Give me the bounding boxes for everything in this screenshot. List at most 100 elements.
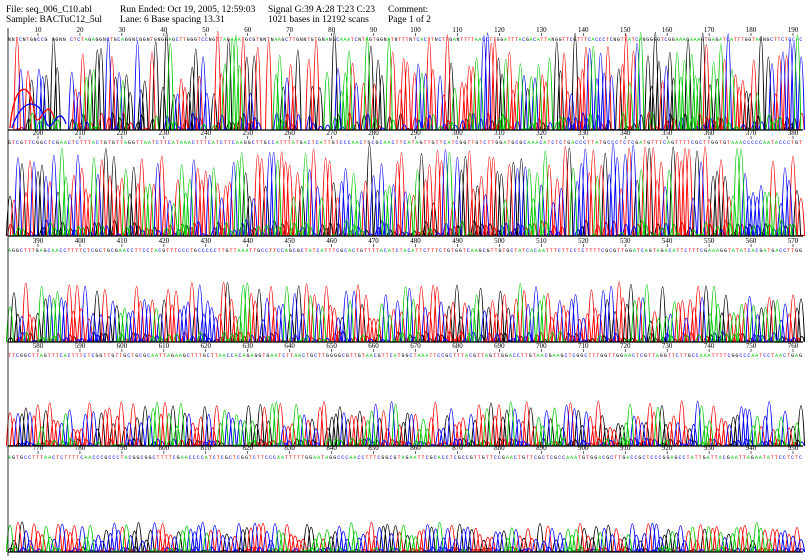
trace-t bbox=[9, 88, 55, 129]
base-call: T bbox=[217, 455, 220, 461]
base-call: T bbox=[120, 140, 123, 146]
base-call: C bbox=[96, 140, 99, 146]
base-call: G bbox=[393, 455, 396, 461]
tick-label: 820 bbox=[242, 444, 253, 452]
base-call: C bbox=[178, 248, 181, 254]
tick-label: 550 bbox=[704, 237, 715, 245]
tick-label: 810 bbox=[201, 444, 212, 452]
base-call: C bbox=[779, 140, 782, 146]
base-call: T bbox=[314, 37, 317, 43]
base-call: A bbox=[624, 353, 627, 359]
tick-label: 280 bbox=[368, 129, 379, 137]
base-call: C bbox=[239, 353, 242, 359]
base-call: N bbox=[613, 37, 616, 43]
base-call: T bbox=[508, 37, 511, 43]
base-call: A bbox=[212, 140, 215, 146]
base-call: G bbox=[55, 37, 58, 43]
base-call: T bbox=[100, 140, 103, 146]
base-call: C bbox=[483, 140, 486, 146]
base-call: G bbox=[594, 455, 597, 461]
base-call: G bbox=[622, 455, 625, 461]
base-call: G bbox=[330, 353, 333, 359]
base-call: T bbox=[362, 353, 365, 359]
base-call: C bbox=[700, 248, 703, 254]
base-call: A bbox=[447, 140, 450, 146]
base-call: C bbox=[439, 248, 442, 254]
base-call: C bbox=[437, 353, 440, 359]
trace-c bbox=[17, 284, 797, 343]
base-call: A bbox=[438, 455, 441, 461]
base-call: G bbox=[149, 455, 152, 461]
base-call: C bbox=[41, 37, 44, 43]
tick-label: 890 bbox=[536, 444, 547, 452]
base-call: C bbox=[340, 140, 343, 146]
base-call: T bbox=[273, 248, 276, 254]
tick-label: 120 bbox=[494, 26, 505, 34]
base-call: C bbox=[416, 37, 419, 43]
base-call: T bbox=[174, 248, 177, 254]
base-call: C bbox=[68, 140, 71, 146]
base-call: C bbox=[156, 140, 159, 146]
base-call: G bbox=[445, 353, 448, 359]
base-call: T bbox=[427, 248, 430, 254]
base-call: T bbox=[433, 353, 436, 359]
tick-label: 800 bbox=[159, 444, 170, 452]
base-call: T bbox=[596, 353, 599, 359]
base-call: T bbox=[373, 37, 376, 43]
base-call: T bbox=[777, 37, 780, 43]
base-call: C bbox=[197, 455, 200, 461]
base-call: C bbox=[533, 37, 536, 43]
base-call: T bbox=[406, 37, 409, 43]
base-call: T bbox=[179, 37, 182, 43]
base-call: C bbox=[52, 140, 55, 146]
base-call: T bbox=[48, 140, 51, 146]
base-call: T bbox=[544, 37, 547, 43]
base-call: G bbox=[499, 140, 502, 146]
base-call: T bbox=[599, 140, 602, 146]
base-call: G bbox=[661, 248, 664, 254]
base-call: G bbox=[727, 455, 730, 461]
base-call: G bbox=[183, 353, 186, 359]
base-call: T bbox=[463, 248, 466, 254]
base-call: G bbox=[305, 455, 308, 461]
base-call: T bbox=[233, 248, 236, 254]
base-call: C bbox=[515, 140, 518, 146]
base-call: A bbox=[411, 248, 414, 254]
base-call: A bbox=[92, 37, 95, 43]
tick-label: 30 bbox=[118, 26, 126, 34]
base-call: T bbox=[200, 140, 203, 146]
base-call: A bbox=[44, 455, 47, 461]
base-call: C bbox=[696, 353, 699, 359]
base-call: C bbox=[273, 455, 276, 461]
base-call: C bbox=[443, 140, 446, 146]
base-call: A bbox=[219, 353, 222, 359]
base-call: C bbox=[83, 248, 86, 254]
tick-label: 40 bbox=[160, 26, 168, 34]
base-call: C bbox=[635, 37, 638, 43]
base-call: C bbox=[336, 37, 339, 43]
base-call: C bbox=[743, 353, 746, 359]
base-call: T bbox=[451, 140, 454, 146]
base-call: G bbox=[529, 353, 532, 359]
base-call: A bbox=[234, 37, 237, 43]
base-call: G bbox=[688, 353, 691, 359]
base-call: A bbox=[735, 455, 738, 461]
tick-label: 950 bbox=[788, 444, 799, 452]
base-call: T bbox=[675, 140, 678, 146]
base-call: G bbox=[629, 248, 632, 254]
base-call: A bbox=[591, 37, 594, 43]
base-call: T bbox=[228, 140, 231, 146]
base-call: C bbox=[642, 455, 645, 461]
base-call: T bbox=[160, 140, 163, 146]
base-call: T bbox=[525, 353, 528, 359]
base-call: C bbox=[206, 248, 209, 254]
base-call: T bbox=[280, 140, 283, 146]
base-call: G bbox=[662, 455, 665, 461]
base-call: A bbox=[775, 248, 778, 254]
base-call: C bbox=[344, 248, 347, 254]
tick-label: 560 bbox=[746, 237, 757, 245]
base-call: A bbox=[645, 248, 648, 254]
base-call: T bbox=[215, 353, 218, 359]
base-call: G bbox=[644, 353, 647, 359]
base-call: G bbox=[671, 140, 674, 146]
